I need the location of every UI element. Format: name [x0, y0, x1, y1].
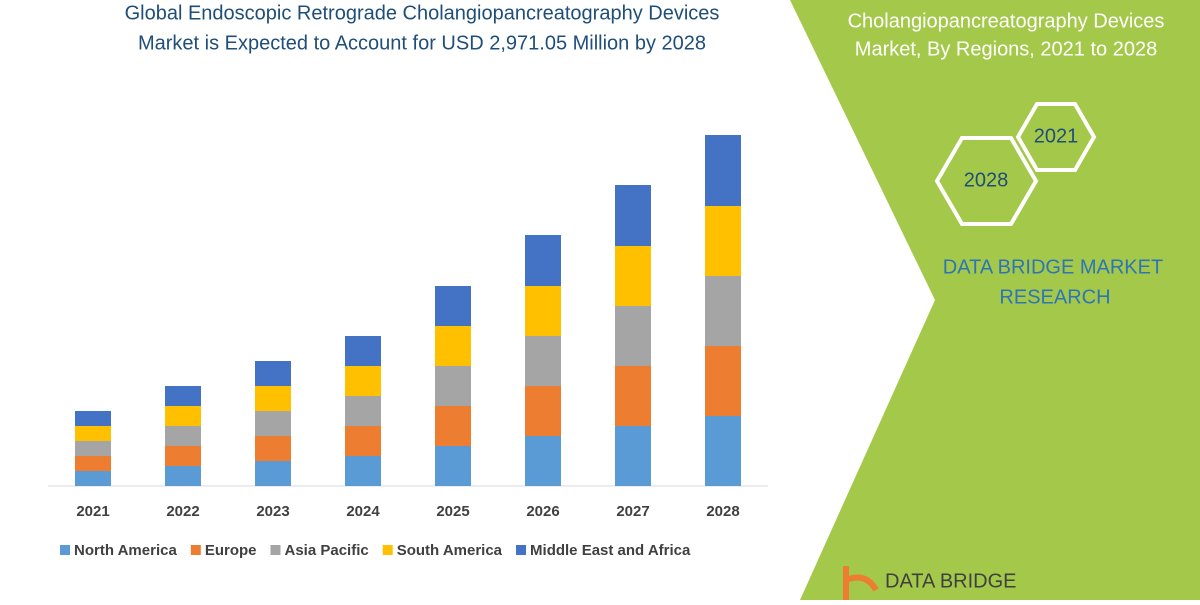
title: Market is Expected to Account for USD 2,…	[138, 32, 706, 54]
bar-segment	[525, 436, 561, 486]
bar-segment	[435, 326, 471, 366]
x-tick-label: 2021	[76, 503, 109, 520]
title: Global Endoscopic Retrograde Cholangiopa…	[125, 2, 720, 24]
bar-segment	[345, 456, 381, 486]
x-tick-label: 2022	[166, 503, 199, 520]
bar-segment	[435, 286, 471, 326]
bar-segment	[345, 366, 381, 396]
legend-label: Europe	[205, 542, 257, 559]
bar-segment	[705, 346, 741, 416]
x-tick-label: 2023	[256, 503, 289, 520]
legend-swatch	[60, 545, 70, 555]
bar-segment	[165, 406, 201, 426]
x-tick-label: 2025	[436, 503, 469, 520]
bar-segment	[255, 461, 291, 486]
bar-segment	[615, 306, 651, 366]
bar-segment	[345, 336, 381, 366]
bar-segment	[165, 466, 201, 486]
legend-label: Asia Pacific	[285, 542, 369, 559]
legend-label: South America	[397, 542, 503, 559]
logo: DATA BRIDGE	[885, 570, 1017, 592]
x-tick-label: 2024	[346, 503, 380, 520]
bar-segment	[615, 185, 651, 246]
side-title: Market, By Regions, 2021 to 2028	[855, 38, 1157, 60]
bar-segment	[615, 246, 651, 306]
bar-segment	[705, 416, 741, 486]
bar-segment	[165, 426, 201, 446]
bar-segment	[75, 426, 111, 441]
bar-segment	[615, 426, 651, 486]
x-tick-label: 2026	[526, 503, 559, 520]
hexagon	[1015, 102, 1097, 172]
bar-segment	[255, 436, 291, 461]
side-title: Cholangiopancreatography Devices	[848, 10, 1165, 32]
bar-segment	[255, 411, 291, 436]
bar-segment	[525, 386, 561, 436]
bar-segment	[255, 361, 291, 386]
bar-segment	[165, 386, 201, 406]
bar-segment	[435, 406, 471, 446]
badge: 2028	[964, 169, 1009, 191]
bar-segment	[75, 471, 111, 486]
brand: DATA BRIDGE MARKET	[943, 256, 1163, 278]
bar-segment	[165, 446, 201, 466]
x-tick-label: 2028	[706, 503, 739, 520]
green-panel	[790, 0, 1200, 600]
legend-swatch	[516, 545, 527, 555]
x-tick-label: 2027	[616, 503, 649, 520]
legend-swatch	[270, 545, 281, 555]
bar-segment	[705, 276, 741, 346]
bar-segment	[705, 206, 741, 276]
badge: 2021	[1034, 125, 1079, 147]
bar-segment	[435, 446, 471, 486]
logo-mark	[843, 566, 879, 600]
bar-segment	[345, 426, 381, 456]
bar-segment	[345, 396, 381, 426]
bar-segment	[525, 336, 561, 386]
bar-segment	[75, 456, 111, 471]
legend-swatch	[382, 545, 393, 555]
legend-label: North America	[74, 542, 177, 559]
bar-segment	[75, 411, 111, 426]
bar-segment	[705, 135, 741, 206]
bar-segment	[435, 366, 471, 406]
hexagon	[934, 136, 1039, 226]
bar-segment	[255, 386, 291, 411]
legend-label: Middle East and Africa	[530, 542, 691, 559]
bar-segment	[75, 441, 111, 456]
brand: RESEARCH	[999, 286, 1110, 308]
bar-segment	[525, 235, 561, 286]
bar-segment	[615, 366, 651, 426]
legend-swatch	[190, 545, 201, 555]
bar-segment	[525, 286, 561, 336]
